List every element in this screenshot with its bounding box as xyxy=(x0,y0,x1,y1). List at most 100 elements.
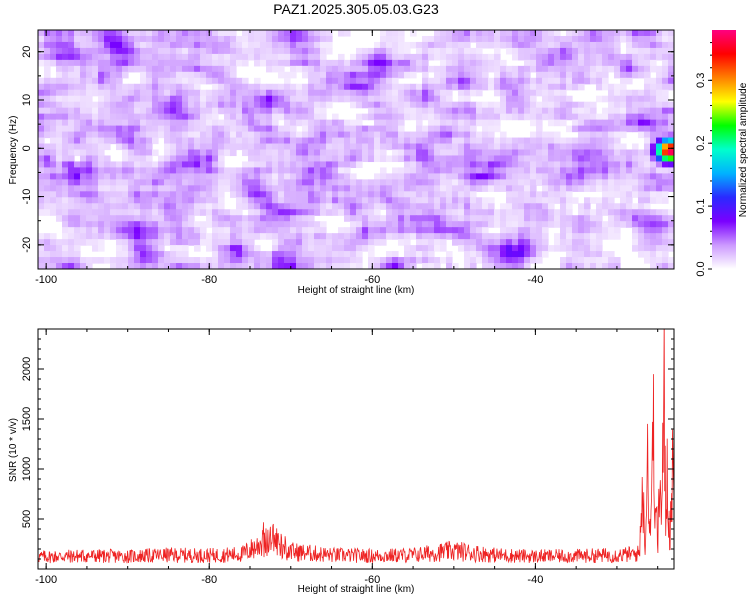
heatmap-cell xyxy=(500,35,507,43)
heatmap-cell xyxy=(224,209,231,216)
heatmap-cell xyxy=(176,53,183,61)
heatmap-cell xyxy=(452,161,459,169)
heatmap-cell xyxy=(374,149,381,157)
heatmap-cell xyxy=(662,227,669,234)
heatmap-cell xyxy=(542,233,549,240)
heatmap-cell xyxy=(392,143,399,151)
heatmap-cell xyxy=(80,239,87,246)
heatmap-cell xyxy=(218,131,225,139)
heatmap-cell xyxy=(614,233,621,240)
heatmap-cell xyxy=(668,131,674,139)
heatmap-cell xyxy=(158,41,165,49)
heatmap-cell xyxy=(410,53,417,61)
heatmap-cell xyxy=(458,59,465,67)
heatmap-cell xyxy=(128,215,135,222)
heatmap-cell xyxy=(464,251,471,258)
heatmap-cell xyxy=(500,245,507,252)
heatmap-cell xyxy=(566,107,573,115)
heatmap-cell xyxy=(428,227,435,234)
heatmap-cell xyxy=(650,173,657,180)
heatmap-cell xyxy=(572,239,579,246)
heatmap-cell xyxy=(284,107,291,115)
heatmap-cell xyxy=(44,41,51,49)
heatmap-cell xyxy=(230,107,237,115)
heatmap-cell xyxy=(200,71,207,79)
heatmap-cell xyxy=(80,263,87,269)
heatmap-cell xyxy=(38,149,45,157)
heatmap-cell xyxy=(200,107,207,115)
heatmap-cell xyxy=(572,155,579,163)
heatmap-cell xyxy=(644,149,651,157)
y-tick-label: 0 xyxy=(21,145,33,151)
heatmap-cell xyxy=(350,137,357,145)
heatmap-cell xyxy=(260,41,267,49)
heatmap-cell xyxy=(242,173,249,180)
heatmap-cell xyxy=(224,143,231,151)
heatmap-cell xyxy=(332,149,339,157)
heatmap-cell xyxy=(314,77,321,85)
heatmap-cell xyxy=(212,227,219,234)
heatmap-cell xyxy=(662,263,669,269)
heatmap-cell xyxy=(464,83,471,91)
heatmap-cell xyxy=(530,167,537,174)
heatmap-cell xyxy=(56,47,63,55)
heatmap-cell xyxy=(530,257,537,264)
heatmap-cell xyxy=(638,221,645,228)
heatmap-cell xyxy=(644,143,651,151)
heatmap-cell xyxy=(602,251,609,258)
heatmap-cell xyxy=(626,101,633,109)
heatmap-cell xyxy=(230,233,237,240)
heatmap-cell xyxy=(620,125,627,133)
heatmap-cell xyxy=(608,41,615,49)
heatmap-cell xyxy=(602,233,609,240)
heatmap-cell xyxy=(230,257,237,264)
heatmap-cell xyxy=(254,251,261,258)
heatmap-cell xyxy=(290,233,297,240)
heatmap-cell xyxy=(530,131,537,139)
heatmap-cell xyxy=(74,30,81,37)
heatmap-cell xyxy=(170,95,177,103)
heatmap-cell xyxy=(122,137,129,145)
heatmap-cell xyxy=(164,137,171,145)
heatmap-cell xyxy=(524,107,531,115)
heatmap-cell xyxy=(230,47,237,55)
heatmap-cell xyxy=(668,77,674,85)
heatmap-cell xyxy=(236,101,243,109)
heatmap-cell xyxy=(638,113,645,121)
heatmap-cell xyxy=(590,53,597,61)
heatmap-cell xyxy=(500,161,507,169)
heatmap-cell xyxy=(350,125,357,133)
heatmap-cell xyxy=(662,125,669,133)
heatmap-cell xyxy=(656,47,663,55)
heatmap-cell xyxy=(80,83,87,91)
heatmap-cell xyxy=(470,209,477,216)
heatmap-cell xyxy=(182,167,189,174)
heatmap-cell xyxy=(608,35,615,43)
heatmap-cell xyxy=(488,65,495,73)
heatmap-cell xyxy=(110,65,117,73)
heatmap-cell xyxy=(98,137,105,145)
heatmap-cell xyxy=(200,227,207,234)
heatmap-cell xyxy=(254,47,261,55)
heatmap-cell xyxy=(608,53,615,61)
heatmap-cell xyxy=(572,71,579,79)
heatmap-cell xyxy=(188,143,195,151)
heatmap-cell xyxy=(236,113,243,121)
heatmap-cell xyxy=(56,257,63,264)
heatmap-cell xyxy=(68,233,75,240)
heatmap-cell xyxy=(488,185,495,192)
heatmap-cell xyxy=(518,143,525,151)
heatmap-cell xyxy=(596,83,603,91)
heatmap-cell xyxy=(182,203,189,210)
heatmap-cell xyxy=(314,167,321,174)
heatmap-cell xyxy=(470,125,477,133)
heatmap-cell xyxy=(212,83,219,91)
heatmap-cell xyxy=(98,173,105,180)
heatmap-cell xyxy=(50,167,57,174)
heatmap-cell xyxy=(458,227,465,234)
heatmap-cell xyxy=(284,30,291,37)
heatmap-cell xyxy=(242,131,249,139)
heatmap-cell xyxy=(590,113,597,121)
heatmap-cell xyxy=(572,251,579,258)
heatmap-cell xyxy=(38,35,45,43)
